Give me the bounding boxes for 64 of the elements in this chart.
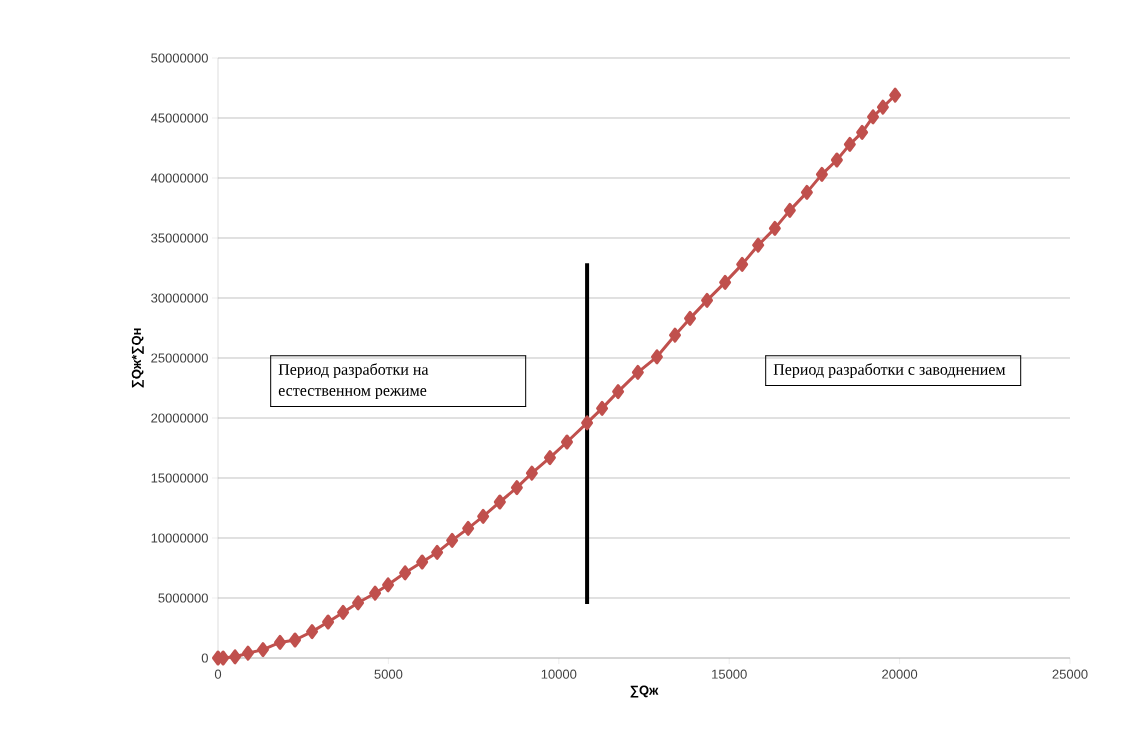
point xyxy=(736,256,749,272)
point xyxy=(369,585,382,601)
point xyxy=(768,220,781,236)
point xyxy=(431,544,444,560)
point xyxy=(462,520,475,536)
y-tick-label: 35000000 xyxy=(151,233,208,243)
x-tick-label: 0 xyxy=(214,669,222,679)
point xyxy=(493,494,506,510)
y-tick-label: 50000000 xyxy=(151,53,208,63)
annotation: Период разработки с заводнением xyxy=(773,363,1006,379)
point xyxy=(867,109,880,125)
point xyxy=(352,595,365,611)
point xyxy=(876,99,889,115)
point xyxy=(525,465,538,481)
point xyxy=(815,166,828,182)
point xyxy=(382,577,395,593)
point xyxy=(416,554,429,570)
annotation: Период разработки на естественном режиме xyxy=(278,363,429,400)
point xyxy=(256,642,269,658)
x-axis-title: ∑Qж xyxy=(630,685,659,698)
point xyxy=(596,400,609,416)
x-tick-label: 5000 xyxy=(374,669,403,679)
x-tick-label: 15000 xyxy=(712,669,747,679)
point xyxy=(684,310,697,326)
point xyxy=(543,450,556,466)
y-tick-label: 10000000 xyxy=(151,533,208,543)
point xyxy=(669,327,682,343)
point xyxy=(306,624,319,640)
point xyxy=(752,237,765,253)
x-tick-label: 10000 xyxy=(541,669,577,679)
point xyxy=(719,274,732,290)
point xyxy=(241,645,254,661)
point xyxy=(560,434,573,450)
y-axis-title: ∑Qж*∑Qн xyxy=(131,328,144,388)
y-tick-label: 45000000 xyxy=(150,113,208,123)
point xyxy=(612,384,625,400)
y-tick-label: 5000000 xyxy=(158,593,208,603)
point xyxy=(399,565,412,581)
point xyxy=(337,604,350,620)
y-tick-label: 40000000 xyxy=(150,173,208,183)
point xyxy=(229,649,242,665)
y-tick-label: 0 xyxy=(201,653,208,663)
point xyxy=(843,136,856,152)
point xyxy=(289,632,302,648)
y-tick-label: 15000000 xyxy=(151,473,208,483)
y-tick-label: 30000000 xyxy=(151,293,208,303)
point xyxy=(856,124,869,140)
point xyxy=(631,364,644,380)
point xyxy=(477,508,490,524)
point xyxy=(510,480,523,496)
point xyxy=(701,292,714,308)
point xyxy=(274,634,287,650)
point xyxy=(800,184,813,200)
point xyxy=(650,349,663,365)
x-tick-label: 20000 xyxy=(882,669,918,679)
point xyxy=(581,415,594,431)
y-tick-label: 25000000 xyxy=(151,353,208,363)
point xyxy=(783,202,796,218)
y-tick-label: 20000000 xyxy=(151,413,208,423)
point xyxy=(446,532,459,548)
x-tick-label: 25000 xyxy=(1052,669,1088,679)
point xyxy=(889,87,902,103)
point xyxy=(322,614,335,630)
point xyxy=(830,152,843,168)
